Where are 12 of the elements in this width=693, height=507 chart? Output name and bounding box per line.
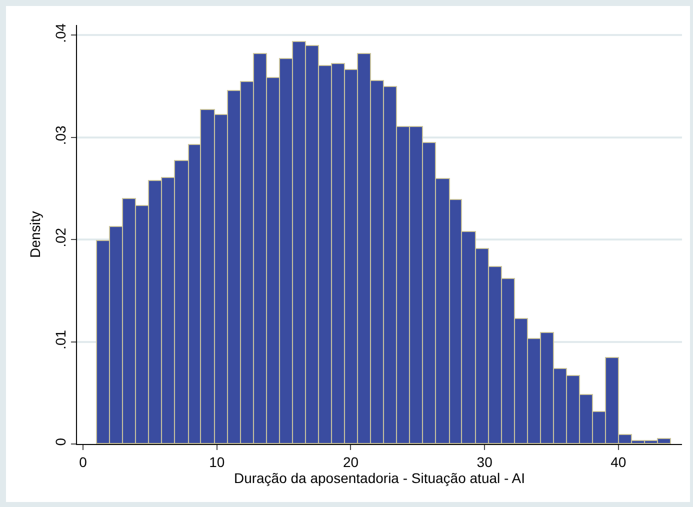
x-tick-label: 10 xyxy=(209,454,225,470)
x-tick-label: 0 xyxy=(79,454,88,470)
y-tick-label: .04 xyxy=(52,23,68,43)
x-tick-label: 30 xyxy=(476,454,493,470)
y-tick-label: 0 xyxy=(52,438,68,446)
x-axis-title: Duração da aposentadoria - Situação atual - AI xyxy=(234,470,526,486)
y-tick-label: .01 xyxy=(52,330,68,350)
x-tick-label: 40 xyxy=(610,454,626,470)
x-tick-label: 20 xyxy=(342,454,359,470)
y-tick-label: .03 xyxy=(52,125,68,146)
y-tick-label: .02 xyxy=(52,228,68,248)
y-axis-title: Density xyxy=(27,211,43,258)
